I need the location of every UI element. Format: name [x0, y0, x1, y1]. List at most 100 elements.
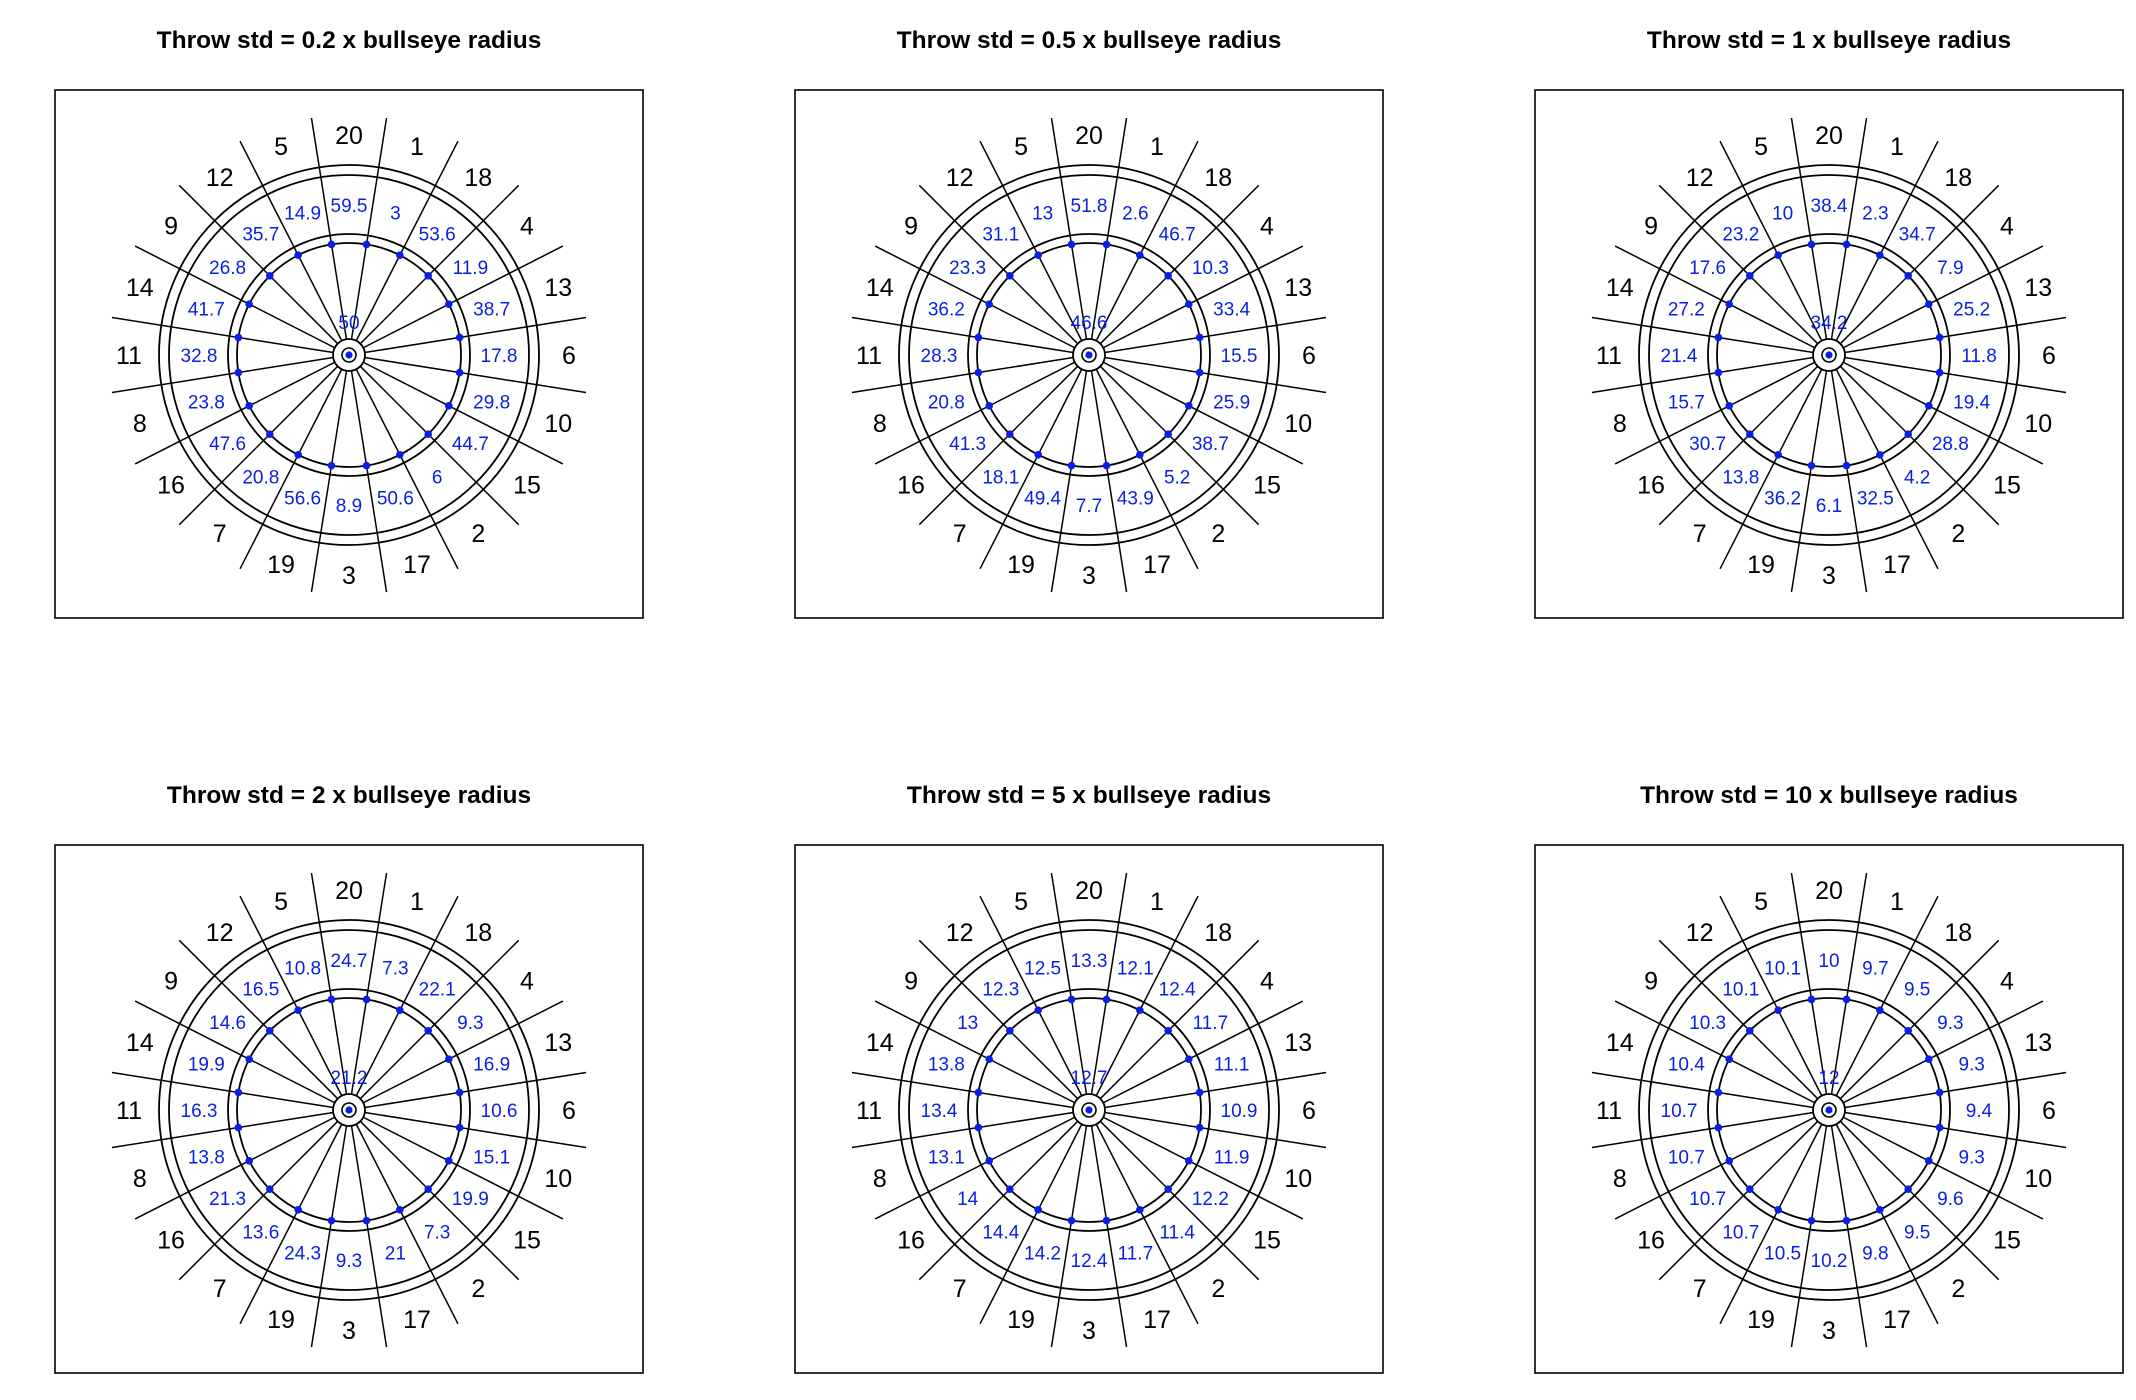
sector-expected-score: 23.2: [1722, 225, 1759, 246]
sector-boundary-line: [1844, 316, 2067, 354]
sector-number: 8: [1613, 410, 1627, 438]
sector-boundary-line: [1790, 370, 1828, 593]
sector-number: 10: [544, 410, 572, 438]
optimal-aim-marker: [985, 1055, 994, 1063]
sector-boundary-line: [1104, 1111, 1327, 1149]
sector-number: 15: [1253, 471, 1281, 499]
sector-boundary-line: [874, 245, 1076, 349]
optimal-aim-marker: [1195, 368, 1204, 377]
sector-expected-score: 10.3: [1192, 258, 1229, 279]
sector-expected-score: 11.8: [1961, 346, 1997, 367]
sector-expected-score: 10.7: [1722, 1222, 1759, 1243]
sector-number: 12: [946, 919, 974, 947]
optimal-aim-marker: [1102, 461, 1111, 470]
sector-boundary-line: [1839, 184, 2000, 345]
sector-boundary-line: [310, 370, 348, 593]
sector-number: 19: [1007, 1306, 1035, 1334]
optimal-aim-marker: [1807, 1216, 1816, 1225]
optimal-aim-marker: [444, 1157, 453, 1165]
sector-number: 11: [116, 342, 142, 370]
sector-boundary-line: [1090, 872, 1128, 1095]
optimal-aim-marker: [424, 1027, 432, 1035]
optimal-aim-marker: [327, 1216, 336, 1225]
optimal-aim-marker: [1746, 272, 1754, 280]
sector-expected-score: 10.5: [1764, 1244, 1801, 1265]
sector-boundary-line: [362, 1116, 564, 1220]
sector-expected-score: 13.4: [921, 1101, 958, 1122]
optimal-aim-marker: [294, 1205, 302, 1214]
optimal-aim-marker: [424, 272, 432, 280]
sector-number: 11: [1596, 342, 1622, 370]
sector-expected-score: 14.4: [982, 1222, 1019, 1243]
optimal-aim-marker: [396, 1006, 404, 1015]
sector-boundary-line: [1095, 368, 1199, 570]
sector-number: 15: [1993, 471, 2021, 499]
sector-boundary-line: [1614, 1116, 1816, 1220]
sector-number: 10: [2024, 410, 2052, 438]
optimal-aim-marker: [362, 461, 371, 470]
optimal-aim-marker: [974, 368, 983, 377]
sector-boundary-line: [178, 184, 339, 345]
treble-ring-inner: [236, 997, 462, 1223]
sector-boundary-line: [1844, 1071, 2067, 1109]
optimal-aim-marker: [974, 1123, 983, 1132]
sector-boundary-line: [1095, 895, 1199, 1097]
optimal-aim-marker: [1195, 1123, 1204, 1132]
sector-expected-score: 15.1: [473, 1147, 510, 1168]
sector-number: 10: [1284, 410, 1312, 438]
sector-expected-score: 12.4: [1071, 1251, 1108, 1272]
sector-number: 17: [1143, 551, 1171, 579]
sector-boundary-line: [1090, 1125, 1128, 1348]
sector-expected-score: 7.3: [424, 1222, 450, 1243]
sector-number: 6: [1302, 342, 1316, 370]
sector-boundary-line: [1719, 1123, 1823, 1325]
sector-expected-score: 28.3: [921, 346, 958, 367]
optimal-aim-marker: [1935, 368, 1944, 377]
sector-boundary-line: [1102, 1116, 1304, 1220]
double-ring-outer: [1638, 164, 2020, 546]
sector-number: 3: [1822, 562, 1836, 590]
sector-number: 14: [866, 274, 894, 302]
optimal-aim-marker: [1904, 1027, 1912, 1035]
sector-expected-score: 12.5: [1024, 958, 1061, 979]
optimal-aim-marker: [1164, 1185, 1172, 1193]
sector-expected-score: 12.2: [1192, 1189, 1229, 1210]
optimal-aim-marker: [1774, 251, 1782, 260]
sector-number: 13: [2024, 274, 2052, 302]
sector-expected-score: 47.6: [209, 434, 246, 455]
sector-expected-score: 11.7: [1193, 1013, 1229, 1034]
sector-expected-score: 19.9: [452, 1189, 489, 1210]
optimal-aim-marker: [1006, 1027, 1014, 1035]
sector-expected-score: 12.3: [982, 980, 1019, 1001]
sector-boundary-line: [1614, 361, 1816, 465]
sector-expected-score: 8.9: [336, 496, 362, 517]
sector-expected-score: 23.3: [949, 258, 986, 279]
sector-boundary-line: [851, 316, 1074, 354]
optimal-aim-marker: [1195, 333, 1204, 342]
double-ring-inner: [168, 174, 530, 536]
sector-expected-score: 17.8: [481, 346, 518, 367]
sector-expected-score: 14: [957, 1189, 979, 1210]
sector-number: 11: [116, 1097, 142, 1125]
sector-expected-score: 11.1: [1214, 1055, 1250, 1076]
sector-boundary-line: [355, 895, 459, 1097]
sector-boundary-line: [1658, 1120, 1819, 1281]
sector-boundary-line: [1095, 140, 1199, 342]
optimal-aim-marker: [1006, 1185, 1014, 1193]
double-ring-outer: [898, 164, 1280, 546]
sector-boundary-line: [1614, 1000, 1816, 1104]
optimal-aim-marker: [1136, 1205, 1144, 1214]
double-ring-inner: [168, 929, 530, 1291]
sector-expected-score: 11.9: [453, 258, 489, 279]
sector-number: 1: [1890, 888, 1904, 916]
optimal-aim-marker: [1924, 1157, 1933, 1165]
sector-expected-score: 9.7: [1862, 958, 1888, 979]
sector-expected-score: 49.4: [1024, 489, 1061, 510]
sector-expected-score: 18.1: [982, 467, 1019, 488]
sector-number: 18: [464, 164, 492, 192]
optimal-aim-marker: [1774, 1006, 1782, 1015]
sector-boundary-line: [1830, 370, 1868, 593]
optimal-aim-marker: [327, 995, 336, 1004]
sector-expected-score: 9.3: [336, 1251, 362, 1272]
